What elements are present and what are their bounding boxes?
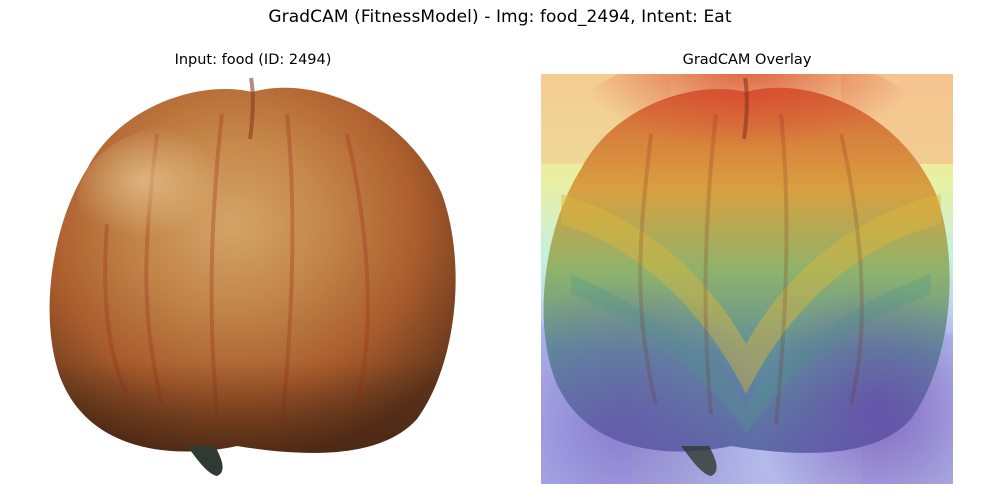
- input-image-panel: [47, 74, 459, 484]
- apple-photo-with-gradcam-heatmap: [541, 74, 953, 484]
- figure-title: GradCAM (FitnessModel) - Img: food_2494,…: [268, 7, 732, 27]
- input-panel-title: Input: food (ID: 2494): [174, 52, 332, 68]
- overlay-panel-title: GradCAM Overlay: [682, 52, 812, 68]
- gradcam-overlay-panel: [541, 74, 953, 484]
- apple-photo: [49, 77, 456, 476]
